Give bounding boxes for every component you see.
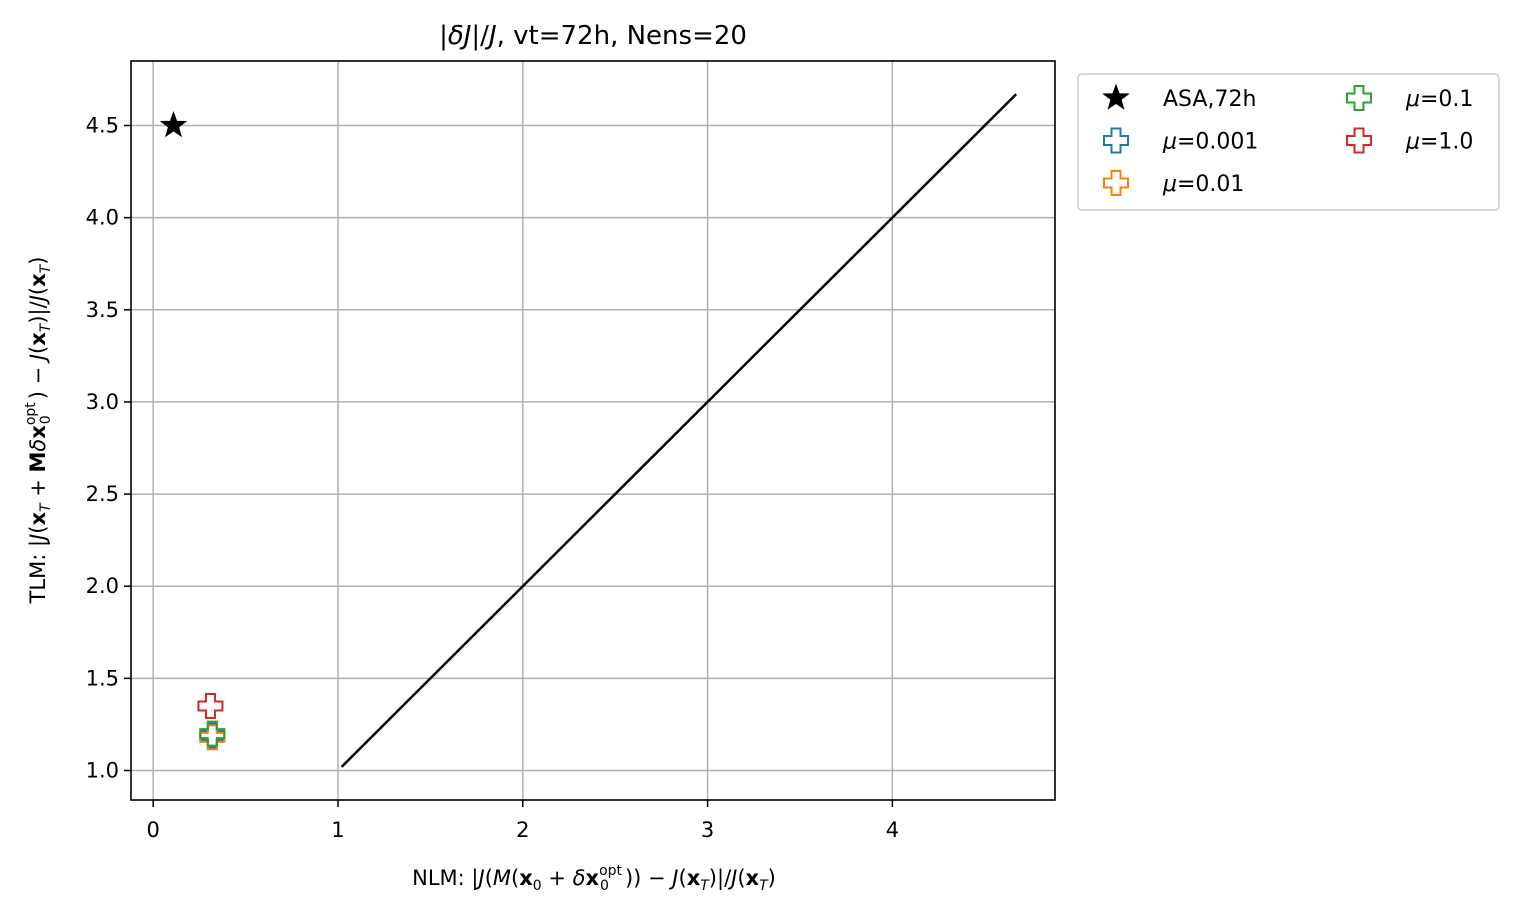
y-axis-label: TLM: |J(xT + Mδxopt0) − J(xT)|/J(xT): [23, 257, 54, 605]
legend-marker: [1102, 83, 1130, 110]
x-axis-label: NLM: |J(M(x0 + δxopt 0)) − J(xT)|/J(xT): [412, 863, 776, 894]
grid-lines: [131, 61, 1055, 800]
legend-label: μ=1.0: [1405, 130, 1473, 155]
legend-marker: [1103, 127, 1129, 154]
legend: ASA,72h μ=0.001 μ=0.01 μ=0.1 μ=1.0: [1077, 73, 1500, 211]
plot-frame: [130, 60, 1056, 801]
plot-area: [159, 93, 1018, 768]
y-tick-label: 4.5: [86, 114, 119, 138]
y-tick-label: 3.0: [86, 390, 119, 414]
x-tick-label: 4: [886, 818, 899, 842]
legend-label: ASA,72h: [1163, 87, 1256, 112]
legend-marker: [1103, 170, 1129, 196]
y-tick-label: 1.5: [86, 666, 119, 690]
data-point: [199, 720, 226, 747]
legend-marker: [1346, 85, 1372, 111]
y-tick-label: 4.0: [86, 206, 119, 230]
legend-label: μ=0.1: [1405, 87, 1473, 112]
y-axis: 1.0 1.5 2.0 2.5 3.0 3.5 4.0 4.5: [86, 114, 131, 783]
legend-marker: [1346, 127, 1372, 154]
legend-label: μ=0.01: [1162, 172, 1244, 197]
y-tick-label: 3.5: [86, 298, 119, 322]
x-axis: 0 1 2 3 4: [146, 800, 899, 842]
y-tick-label: 1.0: [86, 759, 119, 783]
x-tick-label: 1: [331, 818, 344, 842]
y-tick-label: 2.0: [86, 574, 119, 598]
data-point: [159, 111, 188, 138]
legend-label: μ=0.001: [1162, 130, 1258, 155]
x-tick-label: 3: [701, 818, 714, 842]
chart-title: |δJ|/J, vt=72h, Nens=20: [439, 21, 747, 51]
data-point: [197, 693, 224, 720]
plot-background: [131, 61, 1055, 800]
x-tick-label: 0: [146, 818, 159, 842]
x-tick-label: 2: [516, 818, 529, 842]
y-tick-label: 2.5: [86, 482, 119, 506]
reference-line: [340, 93, 1018, 768]
legend-frame: [1077, 73, 1500, 211]
